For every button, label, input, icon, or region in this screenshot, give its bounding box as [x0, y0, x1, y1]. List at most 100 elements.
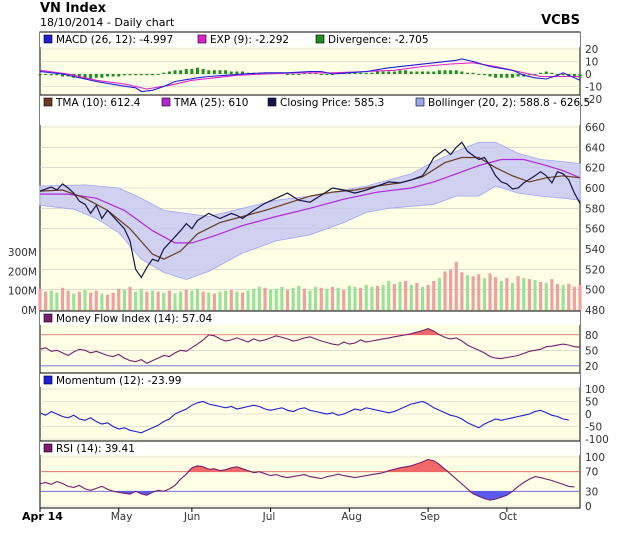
divergence-bar — [364, 72, 368, 74]
closing-price-line — [39, 141, 581, 279]
volume-bar — [235, 291, 239, 310]
y-tick-price: 540 — [585, 244, 605, 256]
legend-swatch-price — [415, 97, 425, 107]
volume-bar — [117, 288, 121, 310]
divergence-bar — [302, 72, 306, 74]
volume-bar — [437, 278, 441, 310]
volume-bar — [572, 286, 576, 310]
volume-bar — [263, 287, 267, 310]
legend-swatch-macd — [43, 34, 53, 44]
volume-bar — [488, 273, 492, 310]
divergence-bar — [122, 74, 126, 76]
divergence-bar — [162, 72, 166, 74]
divergence-bar — [100, 74, 104, 78]
volume-bar — [465, 275, 470, 310]
volume-bar — [364, 284, 368, 310]
brand-label: VCBS — [541, 13, 580, 28]
tma10-line — [39, 156, 581, 260]
volume-bar — [370, 286, 374, 310]
volume-bar — [460, 272, 464, 310]
legend-swatch-macd — [197, 34, 207, 44]
rsi-line — [39, 458, 575, 501]
volume-bar — [72, 293, 76, 310]
divergence-bar — [145, 74, 149, 76]
volume-bar — [207, 292, 211, 310]
divergence-bar — [370, 72, 374, 74]
volume-bar — [285, 289, 290, 310]
volume-bar — [139, 288, 143, 310]
divergence-bar — [511, 74, 514, 78]
y-tick-rsi: 100 — [585, 452, 605, 464]
divergence-bar — [561, 74, 565, 76]
y-tick-momentum: 50 — [585, 397, 598, 409]
volume-bar — [184, 289, 188, 310]
volume-bar — [167, 290, 171, 310]
divergence-bar — [179, 70, 183, 74]
divergence-bar — [466, 72, 469, 74]
volume-bar — [449, 269, 453, 310]
y-tick-price: 660 — [585, 122, 605, 134]
divergence-bar — [421, 71, 424, 74]
divergence-bar — [539, 72, 543, 74]
legend-item-mfi: Money Flow Index (14): 57.04 — [56, 313, 213, 325]
divergence-bar — [241, 71, 244, 74]
volume-bar — [404, 281, 408, 310]
legend-swatch-mfi — [43, 313, 53, 323]
legend-item-macd: MACD (26, 12): -4.997 — [56, 34, 173, 46]
y-tick-macd: -20 — [585, 94, 602, 106]
chart-subtitle: 18/10/2014 - Daily chart — [40, 16, 175, 29]
y-tick-macd: 20 — [585, 44, 598, 56]
volume-bar — [539, 281, 543, 310]
divergence-bar — [207, 70, 211, 74]
divergence-bar — [106, 74, 109, 77]
volume-bar — [134, 291, 138, 310]
volume-tick: 200M — [8, 266, 37, 278]
volume-bar — [359, 287, 363, 310]
divergence-bar — [454, 70, 458, 74]
momentum-line — [39, 400, 569, 434]
divergence-bar — [482, 74, 486, 76]
divergence-bar — [499, 74, 503, 78]
x-tick-label: May — [111, 511, 133, 523]
legend-swatch-price — [161, 97, 171, 107]
x-tick-label: Sep — [420, 511, 440, 523]
divergence-bar — [89, 74, 93, 79]
legend-strip-macd — [40, 32, 580, 47]
y-tick-rsi: 0 — [585, 501, 592, 513]
volume-bar — [561, 284, 565, 310]
volume-bar — [381, 284, 385, 310]
divergence-bar — [286, 74, 289, 75]
legend-swatch-rsi — [43, 443, 53, 453]
divergence-bar — [398, 70, 402, 74]
volume-bar — [105, 294, 110, 310]
divergence-bar — [353, 72, 357, 74]
volume-bar — [325, 288, 329, 310]
volume-bar — [516, 276, 520, 310]
divergence-bar — [325, 74, 329, 75]
volume-bar — [398, 281, 402, 310]
volume-bar — [297, 285, 301, 310]
divergence-bar — [432, 71, 436, 74]
volume-bar — [533, 280, 537, 310]
legend-item-price: TMA (25): 610 — [173, 97, 248, 109]
volume-bar — [336, 287, 340, 310]
divergence-bar — [235, 71, 239, 74]
volume-bar — [415, 282, 419, 310]
volume-bar — [314, 286, 318, 310]
volume-tick: 100M — [8, 286, 37, 298]
divergence-bar — [544, 71, 548, 74]
legend-item-price: TMA (10): 612.4 — [55, 97, 141, 109]
volume-bar — [443, 271, 447, 310]
y-tick-momentum: -100 — [585, 434, 609, 446]
volume-bar — [128, 286, 132, 310]
divergence-bar — [527, 74, 531, 76]
divergence-bar — [196, 67, 199, 74]
volume-bar — [555, 283, 560, 310]
divergence-bar — [533, 74, 537, 76]
divergence-bar — [212, 70, 216, 74]
volume-bar — [77, 291, 81, 310]
divergence-bar — [134, 74, 138, 76]
volume-bar — [499, 281, 503, 310]
volume-bar — [195, 288, 200, 310]
divergence-bar — [556, 74, 559, 75]
